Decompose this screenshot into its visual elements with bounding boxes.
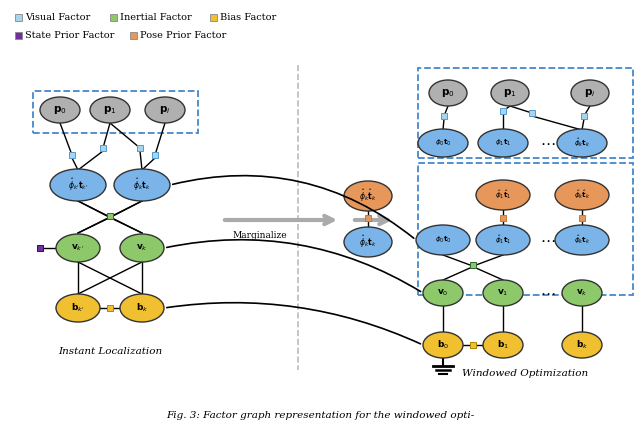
Ellipse shape bbox=[120, 234, 164, 262]
Bar bbox=[37, 245, 43, 251]
Text: $\mathbf{v}_{k}$: $\mathbf{v}_{k}$ bbox=[136, 243, 148, 253]
Text: $\mathbf{b}_k$: $\mathbf{b}_k$ bbox=[576, 339, 588, 351]
Ellipse shape bbox=[90, 97, 130, 123]
Ellipse shape bbox=[418, 129, 468, 157]
Ellipse shape bbox=[491, 80, 529, 106]
Text: $\phi_0\mathbf{t}_0$: $\phi_0\mathbf{t}_0$ bbox=[435, 235, 451, 245]
Text: $\hat{\phi}_k\mathbf{t}_{k}$: $\hat{\phi}_k\mathbf{t}_{k}$ bbox=[573, 233, 590, 247]
Text: $\hat{\phi}_k\mathbf{t}_{k}$: $\hat{\phi}_k\mathbf{t}_{k}$ bbox=[359, 234, 377, 250]
Bar bbox=[33, 91, 198, 133]
Text: $\mathbf{v}_1$: $\mathbf{v}_1$ bbox=[497, 288, 509, 298]
Ellipse shape bbox=[40, 97, 80, 123]
Bar bbox=[365, 215, 371, 221]
Ellipse shape bbox=[429, 80, 467, 106]
Bar bbox=[500, 215, 506, 221]
Text: $\mathbf{v}_{k^\prime}$: $\mathbf{v}_{k^\prime}$ bbox=[72, 243, 84, 253]
Bar bbox=[441, 113, 447, 119]
Bar bbox=[100, 145, 106, 151]
Ellipse shape bbox=[476, 225, 530, 255]
Bar bbox=[418, 163, 633, 295]
Bar bbox=[107, 213, 113, 219]
Ellipse shape bbox=[56, 234, 100, 262]
Ellipse shape bbox=[56, 294, 100, 322]
Ellipse shape bbox=[557, 129, 607, 157]
Text: $\mathbf{v}_0$: $\mathbf{v}_0$ bbox=[437, 288, 449, 298]
Text: $\mathbf{p}_i$: $\mathbf{p}_i$ bbox=[584, 87, 596, 99]
Bar bbox=[579, 215, 585, 221]
Text: Windowed Optimization: Windowed Optimization bbox=[462, 368, 588, 378]
Text: $\mathbf{p}_i$: $\mathbf{p}_i$ bbox=[159, 104, 171, 116]
Ellipse shape bbox=[423, 332, 463, 358]
Ellipse shape bbox=[344, 181, 392, 211]
Ellipse shape bbox=[571, 80, 609, 106]
Text: $\phi_0\mathbf{t}_0$: $\phi_0\mathbf{t}_0$ bbox=[435, 138, 451, 148]
Text: $\hat{\phi}_k\mathbf{t}_{k}$: $\hat{\phi}_k\mathbf{t}_{k}$ bbox=[573, 137, 590, 149]
Text: $\cdots$: $\cdots$ bbox=[540, 136, 556, 150]
Bar bbox=[209, 13, 216, 20]
Text: $\mathbf{b}_1$: $\mathbf{b}_1$ bbox=[497, 339, 509, 351]
Text: $\mathbf{p}_1$: $\mathbf{p}_1$ bbox=[503, 87, 516, 99]
Bar bbox=[581, 113, 587, 119]
Ellipse shape bbox=[555, 180, 609, 210]
Bar bbox=[470, 342, 476, 348]
Text: $\mathbf{v}_k$: $\mathbf{v}_k$ bbox=[576, 288, 588, 298]
Bar bbox=[500, 108, 506, 114]
Ellipse shape bbox=[478, 129, 528, 157]
Text: Bias Factor: Bias Factor bbox=[220, 13, 276, 22]
Text: $\hat{\phi}_k\mathbf{t}_{k}$: $\hat{\phi}_k\mathbf{t}_{k}$ bbox=[133, 177, 151, 193]
Text: Visual Factor: Visual Factor bbox=[25, 13, 90, 22]
Text: Marginalize: Marginalize bbox=[233, 230, 287, 240]
Text: $\mathbf{p}_0$: $\mathbf{p}_0$ bbox=[53, 104, 67, 116]
Bar bbox=[152, 152, 158, 158]
Text: $\hat{\phi}_k\hat{\mathbf{t}}_k$: $\hat{\phi}_k\hat{\mathbf{t}}_k$ bbox=[359, 188, 377, 204]
Ellipse shape bbox=[50, 169, 106, 201]
Ellipse shape bbox=[120, 294, 164, 322]
Text: $\hat{\phi}_{k^\prime}\mathbf{t}_{k^\prime}$: $\hat{\phi}_{k^\prime}\mathbf{t}_{k^\pri… bbox=[68, 177, 88, 193]
Text: Pose Prior Factor: Pose Prior Factor bbox=[140, 30, 227, 39]
Ellipse shape bbox=[483, 332, 523, 358]
Text: Instant Localization: Instant Localization bbox=[58, 348, 162, 356]
Text: $\mathbf{p}_1$: $\mathbf{p}_1$ bbox=[103, 104, 116, 116]
Bar bbox=[470, 262, 476, 268]
Bar bbox=[418, 68, 633, 158]
Ellipse shape bbox=[555, 225, 609, 255]
Text: $\mathbf{p}_0$: $\mathbf{p}_0$ bbox=[441, 87, 455, 99]
Text: State Prior Factor: State Prior Factor bbox=[25, 30, 115, 39]
Text: $\mathbf{b}_0$: $\mathbf{b}_0$ bbox=[437, 339, 449, 351]
Ellipse shape bbox=[423, 280, 463, 306]
Bar bbox=[15, 32, 22, 39]
Ellipse shape bbox=[483, 280, 523, 306]
Ellipse shape bbox=[344, 227, 392, 257]
Text: $\hat{\phi}_1\hat{\mathbf{t}}_1$: $\hat{\phi}_1\hat{\mathbf{t}}_1$ bbox=[495, 189, 511, 201]
Bar bbox=[15, 13, 22, 20]
Bar bbox=[529, 110, 535, 116]
Text: $\mathbf{b}_{k}$: $\mathbf{b}_{k}$ bbox=[136, 302, 148, 314]
Text: Inertial Factor: Inertial Factor bbox=[120, 13, 192, 22]
Ellipse shape bbox=[562, 280, 602, 306]
Ellipse shape bbox=[416, 225, 470, 255]
Ellipse shape bbox=[145, 97, 185, 123]
Bar bbox=[109, 13, 116, 20]
Bar bbox=[69, 152, 75, 158]
Ellipse shape bbox=[562, 332, 602, 358]
Text: $\phi_1\mathbf{t}_1$: $\phi_1\mathbf{t}_1$ bbox=[495, 138, 511, 148]
Text: $\hat{\phi}_1\mathbf{t}_1$: $\hat{\phi}_1\mathbf{t}_1$ bbox=[495, 233, 511, 247]
Ellipse shape bbox=[476, 180, 530, 210]
Text: $\cdots$: $\cdots$ bbox=[540, 286, 556, 300]
Text: $\mathbf{b}_{k^\prime}$: $\mathbf{b}_{k^\prime}$ bbox=[71, 302, 85, 314]
Bar bbox=[107, 305, 113, 311]
Ellipse shape bbox=[114, 169, 170, 201]
Bar bbox=[137, 145, 143, 151]
Text: $\hat{\phi}_k\hat{\mathbf{t}}_{k}$: $\hat{\phi}_k\hat{\mathbf{t}}_{k}$ bbox=[573, 189, 590, 201]
Text: $\cdots$: $\cdots$ bbox=[540, 233, 556, 247]
Bar bbox=[129, 32, 136, 39]
Text: Fig. 3: Factor graph representation for the windowed opti-: Fig. 3: Factor graph representation for … bbox=[166, 411, 474, 421]
